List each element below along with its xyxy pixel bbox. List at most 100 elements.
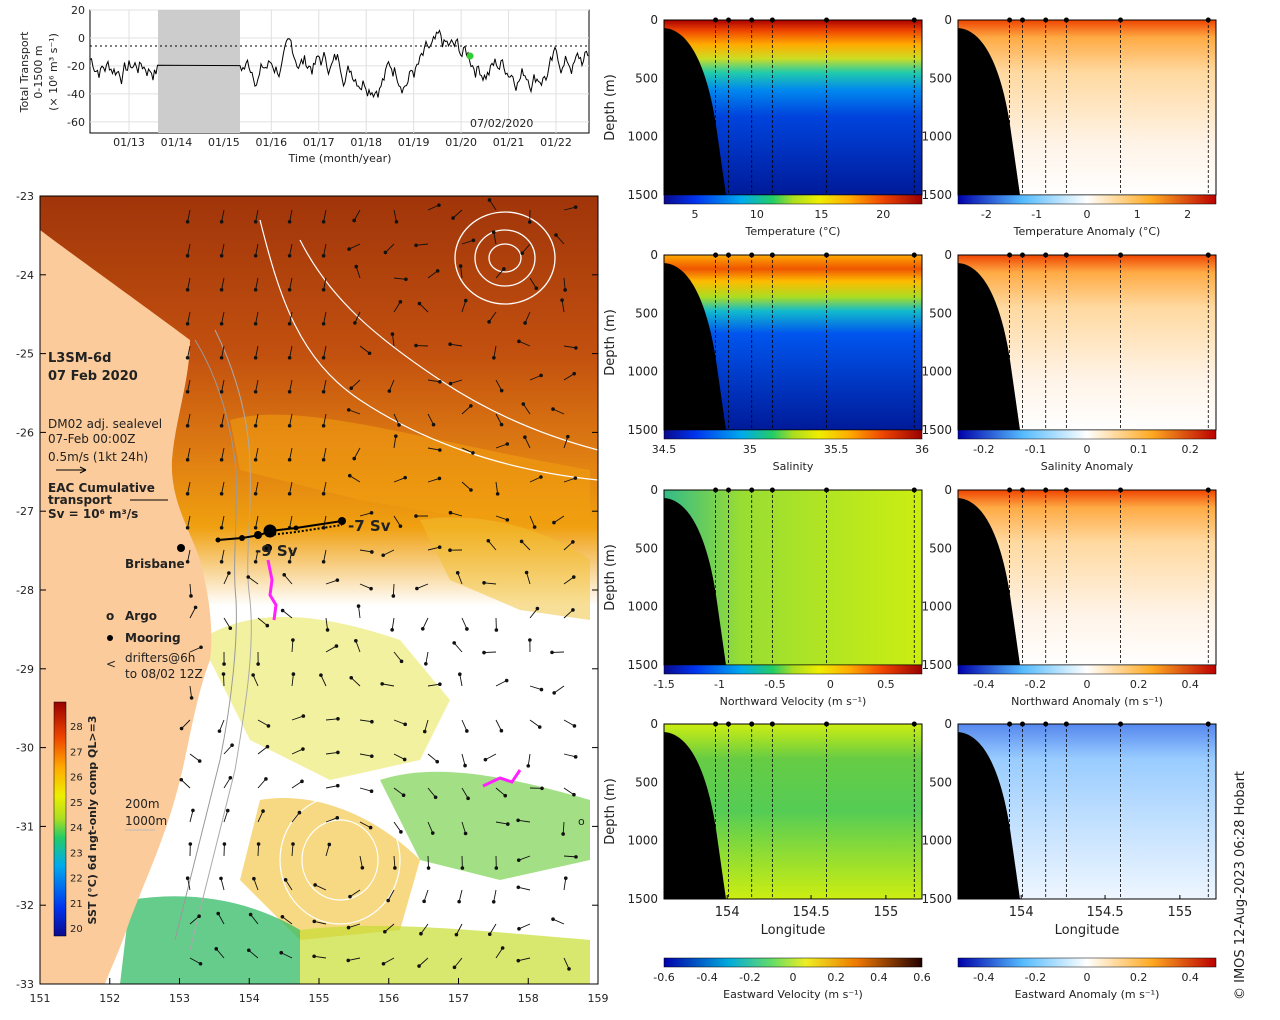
sealevel-contour	[299, 239, 598, 451]
sst-cbar-tick: 21	[70, 899, 83, 910]
longitude-label: Longitude	[761, 923, 826, 938]
velocity-arrow	[461, 405, 472, 415]
velocity-arrow	[459, 674, 463, 687]
velocity-arrow-head	[265, 744, 270, 749]
velocity-arrow	[529, 608, 538, 619]
velocity-arrow-head	[287, 287, 292, 292]
velocity-arrow-head	[219, 253, 224, 258]
velocity-arrow	[289, 243, 293, 256]
depth-label: 1000	[627, 130, 658, 144]
velocity-arrow	[529, 515, 536, 528]
velocity-arrow-head	[380, 682, 384, 686]
velocity-arrow	[325, 645, 337, 653]
velocity-arrow	[453, 642, 463, 653]
depth-label: 1500	[921, 423, 952, 437]
velocity-arrow-head	[394, 434, 398, 438]
velocity-arrow	[450, 343, 463, 347]
velocity-arrow-head	[291, 672, 296, 676]
velocity-arrow-head	[198, 961, 203, 966]
velocity-arrow-head	[567, 967, 571, 971]
velocity-arrow-head	[321, 389, 326, 394]
velocity-arrow	[422, 617, 429, 630]
velocity-arrow-head	[414, 343, 418, 348]
velocity-arrow	[427, 546, 440, 551]
velocity-arrow	[563, 878, 567, 891]
velocity-arrow	[563, 855, 577, 858]
velocity-arrow-head	[491, 230, 496, 235]
velocity-arrow	[416, 583, 429, 589]
velocity-arrow	[323, 277, 327, 290]
velocity-arrow	[219, 719, 225, 732]
velocity-arrow	[221, 277, 225, 290]
colorbar-tick: 0.4	[1181, 971, 1199, 984]
velocity-arrow-head	[572, 724, 577, 728]
velocity-arrow	[187, 243, 191, 256]
velocity-arrow	[323, 311, 327, 324]
velocity-arrow	[563, 753, 576, 758]
velocity-arrow	[484, 582, 497, 585]
transport-xtick: 01/20	[445, 136, 477, 149]
bathymetry	[958, 263, 1020, 430]
colorbar-tick: 36	[915, 443, 929, 456]
transport-xtick: 01/18	[350, 136, 382, 149]
velocity-arrow-head	[561, 832, 565, 836]
velocity-arrow-head	[528, 638, 532, 642]
velocity-arrow-head	[301, 747, 305, 751]
bathymetry	[958, 498, 1020, 665]
velocity-arrow	[563, 541, 574, 551]
velocity-arrow-head	[494, 628, 499, 632]
velocity-arrow	[358, 606, 361, 619]
velocity-arrow-head	[219, 355, 224, 360]
velocity-arrow-head	[506, 822, 510, 826]
velocity-arrow-head	[414, 243, 418, 248]
velocity-arrow-head	[563, 288, 567, 292]
velocity-arrow	[355, 266, 361, 279]
velocity-arrow	[563, 576, 575, 585]
velocity-arrow	[423, 889, 429, 902]
velocity-arrow-head	[491, 899, 496, 904]
lat-label: -31	[16, 820, 34, 833]
velocity-arrow-head	[253, 423, 258, 428]
velocity-arrow	[427, 683, 440, 687]
velocity-arrow	[393, 436, 397, 449]
colorbar-tick: 0.6	[913, 971, 931, 984]
section-colorbar	[957, 429, 1217, 440]
colorbar-tick: 0.1	[1130, 443, 1148, 456]
velocity-arrow	[495, 821, 508, 825]
velocity-arrow	[518, 855, 531, 861]
velocity-arrow-head	[552, 691, 556, 695]
transport-xtick: 01/17	[303, 136, 335, 149]
depth-axis-label: Depth (m)	[603, 778, 618, 845]
transport-ytick: -40	[67, 88, 85, 101]
velocity-arrow-head	[403, 722, 407, 727]
velocity-arrow	[221, 549, 225, 562]
data-gap	[158, 10, 240, 133]
velocity-arrow	[325, 817, 338, 823]
velocity-arrow-head	[573, 476, 578, 480]
velocity-arrow-head	[228, 626, 233, 631]
velocity-arrow-head	[523, 435, 527, 439]
sst-cbar-tick: 23	[70, 848, 83, 859]
velocity-arrow-head	[312, 919, 317, 924]
velocity-arrow	[518, 819, 531, 823]
velocity-arrow	[187, 209, 191, 222]
velocity-arrow-head	[471, 451, 475, 455]
transport-xtick: 01/16	[255, 136, 287, 149]
velocity-arrow-head	[346, 958, 351, 963]
velocity-arrow-head	[219, 389, 224, 394]
velocity-arrow	[189, 583, 192, 596]
velocity-arrow	[291, 674, 294, 687]
lat-label: -30	[16, 742, 34, 755]
velocity-arrow	[393, 209, 397, 222]
velocity-arrow-head	[458, 672, 462, 677]
section-colorbar	[957, 194, 1217, 205]
depth-label: 0	[650, 717, 658, 731]
velocity-arrow-head	[287, 253, 292, 258]
velocity-arrow-head	[527, 220, 532, 224]
velocity-arrow-head	[492, 356, 496, 360]
velocity-arrow-head	[349, 386, 354, 390]
velocity-arrow	[359, 583, 372, 590]
colorbar-tick: 35.5	[824, 443, 849, 456]
velocity-arrow-head	[253, 253, 258, 258]
velocity-arrow-head	[301, 714, 306, 718]
